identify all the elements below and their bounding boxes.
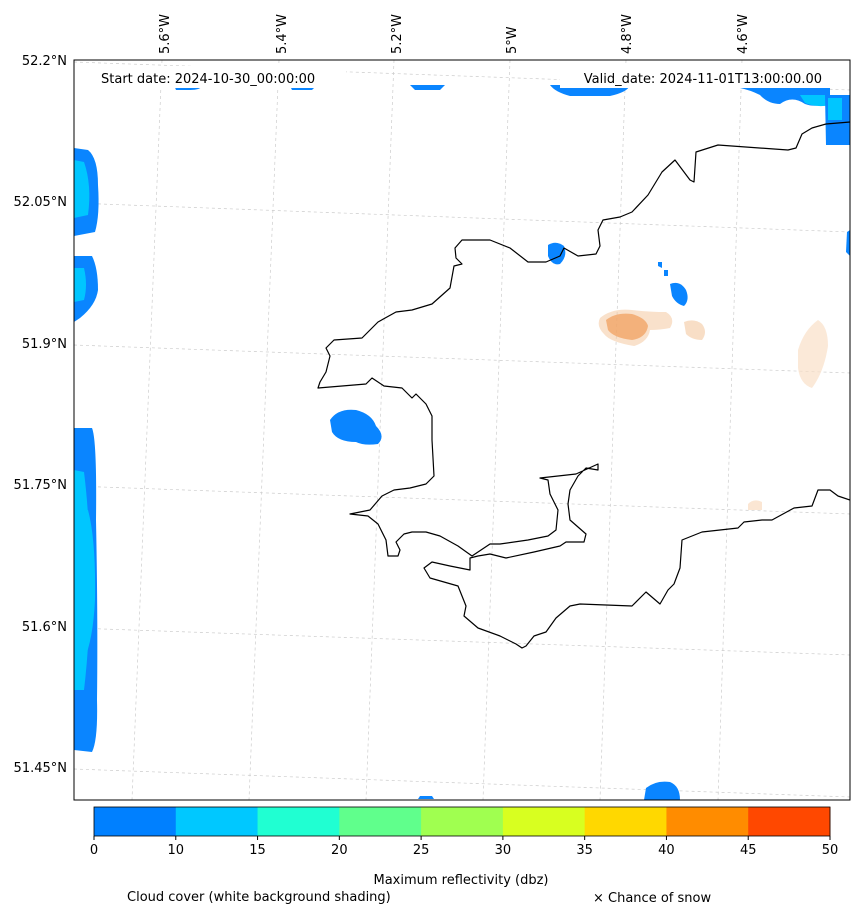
- lat-label: 51.9°N: [22, 337, 67, 352]
- lat-label: 52.2°N: [22, 54, 67, 69]
- lat-label: 51.6°N: [22, 620, 67, 635]
- longitude-labels: 5.6°W 5.4°W 5.2°W 5°W 4.8°W 4.6°W: [158, 14, 751, 54]
- reflectivity-area: [418, 796, 434, 799]
- reflectivity-area: [74, 505, 96, 660]
- map-area: Start date: 2024-10-30_00:00:00 Valid_da…: [74, 60, 850, 800]
- precip-area: [606, 313, 648, 340]
- colorbar-tick-label: 35: [576, 843, 593, 858]
- colorbar: 0 10 15 20 25 30 35 40 45 50: [90, 806, 839, 858]
- colorbar-segment: [666, 807, 749, 836]
- colorbar-segment: [257, 807, 340, 836]
- colorbar-segment: [339, 807, 422, 836]
- reflectivity-layer: [74, 85, 850, 800]
- valid-date-box: [560, 66, 830, 88]
- colorbar-tick-label: 25: [413, 843, 430, 858]
- colorbar-tick-label: 10: [168, 843, 185, 858]
- precip-area: [684, 320, 705, 340]
- reflectivity-area: [74, 160, 90, 218]
- reflectivity-area: [410, 85, 445, 90]
- reflectivity-area: [846, 230, 850, 256]
- colorbar-label: Maximum reflectivity (dbz): [374, 873, 549, 888]
- colorbar-segment: [175, 807, 259, 836]
- reflectivity-area: [330, 409, 382, 445]
- colorbar-segment: [502, 807, 586, 836]
- valid-date-label: Valid_date: 2024-11-01T13:00:00.00: [584, 72, 822, 87]
- colorbar-tick-label: 40: [658, 843, 675, 858]
- coastline-path: [317, 121, 850, 649]
- lat-label: 51.75°N: [14, 478, 67, 493]
- colorbar-segment: [421, 807, 504, 836]
- lat-label: 51.45°N: [14, 761, 67, 776]
- cloud-cover-legend: Cloud cover (white background shading): [127, 890, 391, 905]
- reflectivity-area: [74, 268, 86, 302]
- map-frame: [73, 59, 851, 801]
- coastline: [317, 121, 850, 649]
- colorbar-tick-label: 20: [331, 843, 348, 858]
- start-date-label: Start date: 2024-10-30_00:00:00: [101, 72, 315, 87]
- precip-area: [798, 320, 828, 388]
- snow-legend: × Chance of snow: [593, 891, 711, 906]
- colorbar-segment: [584, 807, 667, 836]
- map-background: [74, 60, 850, 800]
- colorbar-tick-label: 15: [249, 843, 266, 858]
- colorbar-tick-label: 50: [822, 843, 839, 858]
- reflectivity-area: [664, 270, 668, 276]
- lon-label: 4.6°W: [736, 14, 751, 54]
- lon-label: 5.6°W: [158, 14, 173, 54]
- colorbar-segment: [94, 807, 177, 836]
- lon-label: 4.8°W: [620, 14, 635, 54]
- precipitation-shading: [598, 309, 828, 510]
- lat-label: 52.05°N: [14, 195, 67, 210]
- reflectivity-area: [828, 98, 842, 120]
- lon-label: 5°W: [505, 26, 520, 54]
- reflectivity-area: [644, 781, 680, 800]
- colorbar-tick-label: 45: [740, 843, 757, 858]
- colorbar-tick-label: 30: [495, 843, 512, 858]
- colorbar-tick-label: 0: [90, 843, 98, 858]
- lon-label: 5.4°W: [275, 14, 290, 54]
- reflectivity-area: [800, 95, 830, 107]
- precip-area: [748, 500, 762, 510]
- colorbar-frame: [93, 806, 831, 837]
- start-date-box: [92, 66, 346, 88]
- latitude-labels: 52.2°N 52.05°N 51.9°N 51.75°N 51.6°N 51.…: [14, 54, 67, 776]
- reflectivity-area: [658, 262, 662, 268]
- reflectivity-area: [670, 282, 688, 306]
- lon-label: 5.2°W: [390, 14, 405, 54]
- colorbar-segment: [748, 807, 831, 836]
